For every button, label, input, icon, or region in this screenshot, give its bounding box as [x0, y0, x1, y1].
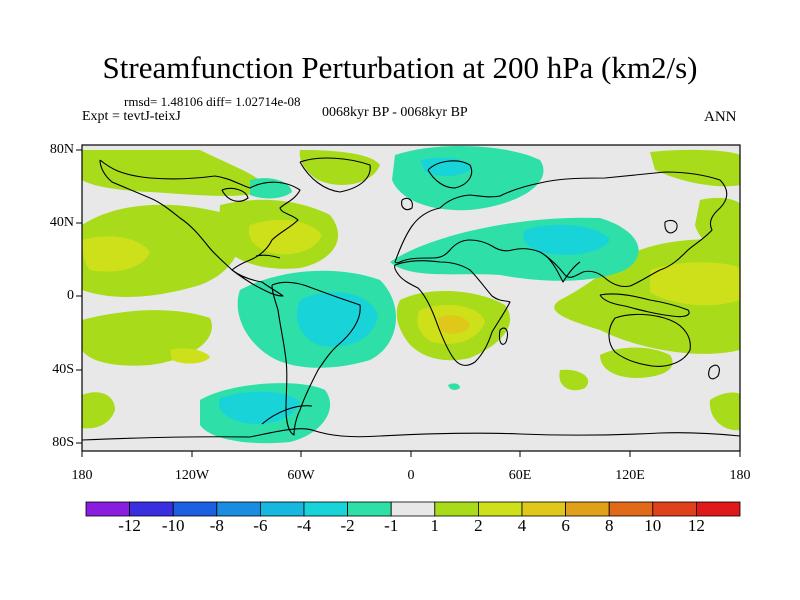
- coastline-eurasia: [394, 171, 728, 288]
- coastline-antarctica: [81, 428, 741, 441]
- colorbar-swatch: [347, 501, 392, 517]
- anomaly-region-cyan: [218, 391, 300, 424]
- colorbar-label: -1: [384, 516, 399, 535]
- colorbar-label: 2: [474, 516, 483, 535]
- colorbar-swatch: [216, 501, 261, 517]
- coastline-madagascar: [498, 327, 509, 345]
- anomaly-region-green: [559, 369, 589, 391]
- lat-label-80s: 80S: [52, 435, 74, 450]
- colorbar-swatch: [303, 501, 348, 517]
- colorbar-swatch: [434, 501, 479, 517]
- anomaly-region-green: [148, 155, 186, 189]
- colorbar-label: -2: [340, 516, 355, 535]
- coastline-antarctic-peninsula: [261, 405, 313, 425]
- anomaly-region-cyan: [523, 224, 610, 255]
- lat-label-80n: 80N: [49, 142, 74, 157]
- colorbar-label: -8: [209, 516, 224, 535]
- lat-label-0: 0: [67, 288, 74, 303]
- coastline-scandinavia: [427, 160, 473, 189]
- colorbar-swatch: [565, 501, 610, 517]
- colorbar-swatch: [652, 501, 697, 517]
- lon-label-60e: 60E: [508, 468, 532, 483]
- coastline-hudson-bay: [221, 187, 249, 202]
- lat-label-40s: 40S: [52, 362, 74, 377]
- experiment-label: Expt = tevtJ-teixJ: [82, 109, 181, 124]
- colorbar-label: 4: [517, 516, 527, 535]
- colorbar-swatch: [129, 501, 174, 517]
- anomaly-region-cyan: [420, 157, 472, 177]
- coastline-new-zealand: [708, 364, 720, 380]
- season-label: ANN: [704, 109, 737, 125]
- colorbar-label: 1: [430, 516, 440, 535]
- coastlines: [81, 157, 741, 441]
- axis-ticks: [76, 149, 741, 457]
- anomaly-region-teal: [448, 383, 460, 390]
- coastline-australia: [608, 313, 691, 367]
- anomaly-region-green: [709, 392, 740, 431]
- colorbar-label: -6: [253, 516, 268, 535]
- anomaly-region-yellow: [170, 348, 210, 364]
- colorbar-swatch: [85, 501, 130, 517]
- map-title: Streamfunction Perturbation at 200 hPa (…: [102, 50, 698, 85]
- colorbar-label: 10: [644, 516, 662, 535]
- lon-label-120e: 120E: [615, 468, 645, 483]
- colorbar-swatch: [608, 501, 654, 517]
- colorbar-label: -10: [161, 516, 185, 535]
- coastline-north-america: [99, 159, 301, 297]
- colorbar-swatch: [390, 501, 436, 517]
- anomaly-region-green: [82, 204, 240, 297]
- colorbar-label: 12: [687, 516, 705, 535]
- coastline-caribbean: [255, 254, 281, 259]
- colorbar-label: -12: [118, 516, 141, 535]
- lon-label-180e: 180: [729, 468, 751, 483]
- period-label: 0068kyr BP - 0068kyr BP: [322, 105, 468, 120]
- anomaly-region-green: [695, 197, 740, 252]
- lon-label-60w: 60W: [287, 468, 315, 483]
- colorbar-swatch: [259, 501, 305, 517]
- colorbar-swatch: [172, 501, 218, 517]
- coastline-africa: [394, 260, 511, 366]
- coastline-india: [544, 254, 581, 283]
- anomaly-region-yellow: [248, 219, 322, 255]
- stats-line: rmsd= 1.48106 diff= 1.02714e-08: [124, 94, 301, 109]
- colorbar-label: 6: [561, 516, 570, 535]
- anomaly-region-yellow: [82, 236, 150, 272]
- colorbar-swatch: [696, 501, 741, 517]
- lon-label-120w: 120W: [174, 468, 210, 483]
- lat-label-40n: 40N: [49, 215, 74, 230]
- coastline-british-isles: [401, 197, 413, 211]
- anomaly-region-green: [650, 149, 740, 187]
- coastline-indonesia: [599, 293, 690, 318]
- coastline-japan: [664, 219, 678, 234]
- colorbar-label: 8: [604, 516, 614, 535]
- lon-label-0: 0: [407, 468, 415, 483]
- anomaly-region-yellow: [650, 262, 740, 306]
- colorbar: [85, 501, 741, 517]
- anomaly-region-cyan: [296, 292, 378, 347]
- coastline-greenland: [299, 157, 371, 193]
- colorbar-swatch: [521, 501, 566, 517]
- lon-label-180w: 180: [71, 468, 93, 483]
- colorbar-swatch: [477, 501, 523, 517]
- anomaly-region-green: [82, 392, 115, 429]
- coastline-south-america: [271, 281, 361, 436]
- colorbar-label: -4: [296, 516, 312, 535]
- anomaly-region-orange: [438, 315, 470, 334]
